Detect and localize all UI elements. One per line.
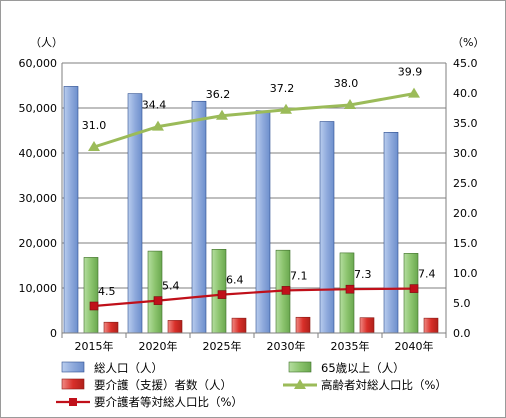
legend: 総人口（人） 65歳以上（人） 要介護（支援）者数（人） 高齢者対総人口比（%） 要介護… [56,361,447,409]
data-label: 7.1 [290,269,308,282]
y-left-tick-label: 60,000 [19,57,58,70]
bar [359,317,375,334]
series-line [93,287,415,308]
x-tick-label: 2035年 [331,339,370,353]
bar [231,317,247,334]
bar [127,93,143,334]
triangle-marker [408,87,420,98]
legend-swatch [61,378,85,390]
bar [383,132,399,334]
y-left-tick-label: 40,000 [19,147,58,160]
triangle-marker [216,109,228,120]
y-left-tick-label: 0 [50,327,57,340]
data-label: 34.4 [142,99,167,112]
legend-swatch [288,361,312,373]
bar-marks [63,86,439,334]
triangle-marker [344,99,356,109]
y-right-tick-label: 10.0 [453,267,478,280]
legend-swatch [61,361,85,373]
y-right-tick-label: 40.0 [453,87,478,100]
legend-label: 要介護者等対総人口比（%） [94,395,243,409]
triangle-marker [88,141,100,151]
data-label: 31.0 [82,119,107,132]
y-left-tick-label: 10,000 [19,282,58,295]
x-tick-label: 2030年 [267,339,306,353]
line-marks: 31.0 34.4 36.2 37.2 38.0 39.9 4.5 5.4 6.4 7.1 7.3 7… [82,66,436,311]
square-marker [89,301,99,311]
data-label: 7.4 [418,268,436,281]
y-right-tick-label: 45.0 [453,57,478,70]
bar [103,321,119,334]
tick-labels: 0 10,000 20,000 30,000 40,000 50,000 60,000 0.0… [19,57,478,353]
data-label: 7.3 [354,268,372,281]
y-left-tick-label: 20,000 [19,237,58,250]
y-right-tick-label: 5.0 [453,297,471,310]
data-label: 36.2 [206,88,231,101]
bar [167,320,183,334]
y-right-tick-label: 15.0 [453,237,478,250]
legend-label: 要介護（支援）者数（人） [94,378,232,392]
square-marker [409,284,419,293]
bar [423,317,439,334]
legend-label: 総人口（人） [94,361,163,375]
triangle-marker [280,103,292,114]
square-marker [153,296,163,305]
bar [83,257,99,334]
y-right-tick-label: 35.0 [453,117,478,130]
bar [295,316,311,334]
data-label: 6.4 [226,274,244,287]
legend-label: 高齢者対総人口比（%） [321,378,447,392]
bar [255,110,271,334]
series-line [93,92,415,149]
bar [319,121,335,334]
bar [147,250,163,334]
data-label: 38.0 [334,77,359,90]
square-marker [217,290,227,299]
x-tick-label: 2025年 [203,339,242,353]
triangle-marker [152,120,164,131]
x-tick-label: 2020年 [139,339,178,353]
legend-triangle-marker [294,379,306,389]
data-label: 37.2 [270,82,295,95]
x-tick-label: 2015年 [75,339,114,353]
y-left-tick-label: 30,000 [19,192,58,205]
legend-label: 65歳以上（人） [321,361,405,375]
square-marker [345,284,355,294]
y-left-tick-label: 50,000 [19,102,58,115]
square-marker [281,286,291,295]
legend-square-marker [69,398,77,406]
y-right-tick-label: 30.0 [453,147,478,160]
data-label: 39.9 [398,66,423,79]
x-tick-label: 2040年 [395,339,434,353]
y-right-tick-label: 25.0 [453,177,478,190]
y-right-tick-label: 20.0 [453,207,478,220]
right-axis-unit: （%） [452,36,484,49]
left-axis-unit: （人） [30,36,63,49]
bar [63,86,79,334]
y-right-tick-label: 0.0 [453,327,471,340]
data-label: 5.4 [162,280,180,293]
data-label: 4.5 [98,285,116,298]
bar [403,253,419,334]
axes [61,63,447,338]
